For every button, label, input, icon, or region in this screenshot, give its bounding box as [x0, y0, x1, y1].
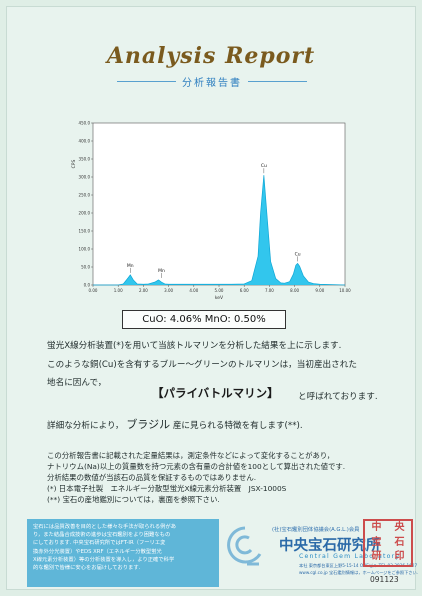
note-line: (**) 宝石の産地鑑別については，裏面を参照下さい.: [47, 495, 220, 504]
cgl-logo-icon: [227, 526, 262, 566]
y-tick-label: 450.0: [79, 121, 91, 126]
body-line-3: 地名に因んで，: [47, 378, 107, 388]
spectrum-line: [93, 175, 346, 286]
y-tick-label: 200.0: [79, 211, 91, 216]
notes-section: この分析報告書に記載された定量結果は，測定条件などによって変化することがあり， …: [47, 450, 397, 505]
org-membership: (社)宝石鑑別団体協議会(A.G.L.)会員: [272, 527, 360, 533]
info-box: 宝石には品質改善を目的とした様々な手法が取られる例があ り，また結晶合成技術の進…: [27, 519, 219, 587]
info-line: X線元素分析装置）等の分析装置を導入し，より正確で科学: [33, 556, 175, 563]
y-tick-label: 300.0: [79, 175, 91, 180]
x-tick-label: 3.00: [164, 288, 173, 293]
info-line: 的な鑑別で皆様に安心をお届けしております.: [33, 565, 141, 572]
serial-number: 091123: [370, 575, 399, 584]
gem-name: 【パライバトルマリン】: [152, 386, 279, 400]
y-tick-label: 250.0: [79, 193, 91, 198]
body-line-4: と呼ばれております.: [298, 392, 378, 402]
body-line-1: 蛍光X線分析装置(*)を用いて当該トルマリンを分析した結果を上に示します.: [47, 341, 342, 351]
seal-char: 研: [371, 551, 382, 563]
x-tick-label: 2.00: [139, 288, 148, 293]
x-axis-label: keV: [215, 295, 224, 301]
info-line: 宝石には品質改善を目的とした様々な手法が取られる例があ: [33, 524, 177, 530]
report-subtitle: 分析報告書: [182, 77, 242, 89]
org-address: 本社 東京都台東区上野5-15-14 ONEビル TEL 03-3836-162…: [299, 563, 418, 568]
note-line: (*) 日本電子社製 エネルギー分散型蛍光X線元素分析装置 JSX-1000S: [47, 484, 287, 493]
y-tick-label: 150.0: [79, 229, 91, 234]
y-tick-label: 400.0: [79, 139, 91, 144]
note-line: ナトリウム(Na)以上の質量数を持つ元素の含有量の合計値を100として算出された…: [47, 462, 346, 471]
org-name-jp: 中央宝石研究所: [279, 538, 381, 554]
divider-line: [117, 80, 176, 82]
y-tick-label: 50.0: [81, 265, 90, 270]
x-tick-label: 0.00: [89, 288, 98, 293]
note-line: この分析報告書に記載された定量結果は，測定条件などによって変化することがあり，: [47, 451, 335, 460]
origin-name: ブラジル: [126, 418, 171, 431]
body-line-5-prefix: 詳細な分析により，: [47, 421, 124, 431]
subtitle-row: 分析報告書: [117, 73, 307, 89]
peak-label: Cu: [261, 163, 267, 169]
peak-label: Mn: [158, 268, 165, 274]
seal-char: 央: [394, 522, 405, 533]
plot-area: [92, 122, 346, 286]
y-tick-label: 350.0: [79, 157, 91, 162]
body-line-2: このような銅(Cu)を含有するブルー～グリーンのトルマリンは，当初産出された: [47, 360, 357, 370]
seal-char: 中: [371, 522, 382, 533]
x-tick-label: 8.00: [290, 288, 299, 293]
peak-label: Mn: [127, 263, 134, 269]
divider-line: [248, 80, 307, 82]
body-line-5: 詳細な分析により， ブラジル 産に見られる特徴を有します(**).: [47, 416, 303, 432]
x-tick-label: 4.00: [189, 288, 198, 293]
y-tick-label: 0.0: [84, 283, 91, 288]
seal-char: 宝: [371, 536, 382, 548]
info-line: にしております. 中央宝石研究所ではFT-IR（フーリエ変: [33, 540, 166, 547]
seal-char: 印: [394, 551, 405, 563]
xrf-spectrum-chart: 0.0 50.0 100.0 150.0 200.0 250.0 300.0 350.0 400…: [67, 115, 359, 305]
org-website: www.cgl.co.jp 宝石鑑別情報は，ホームページをご参照下さい.: [299, 570, 419, 575]
x-tick-label: 7.00: [265, 288, 274, 293]
x-tick-label: 6.00: [240, 288, 249, 293]
info-line: り，また結晶合成技術の進歩は宝石鑑別をより困難なもの: [33, 532, 171, 539]
info-line: 換赤外分光装置）やEDS XRF（エネルギー分散型蛍光: [33, 548, 162, 555]
chart-svg: 0.0 50.0 100.0 150.0 200.0 250.0 300.0 350.0 400…: [71, 121, 351, 302]
y-axis-label: CPS: [71, 160, 77, 169]
seal-char: 石: [394, 536, 405, 548]
report-page: Analysis Report 分析報告書 0.0 50.0 100.0 150.0 2…: [6, 6, 419, 590]
x-tick-label: 10.00: [339, 288, 351, 293]
note-line: 分析結果の数値が当該石の品質を保証するものではありません.: [47, 473, 257, 482]
y-tick-label: 100.0: [79, 247, 91, 252]
peak-label: Cu: [295, 251, 301, 257]
red-seal-stamp: 中 央 宝 石 研 印: [363, 519, 413, 567]
body-line-5-suffix: 産に見られる特徴を有します(**).: [172, 421, 303, 431]
x-tick-label: 1.00: [114, 288, 123, 293]
x-tick-label: 5.00: [215, 288, 224, 293]
result-box: CuO: 4.06% MnO: 0.50%: [122, 310, 286, 329]
report-title: Analysis Report: [106, 43, 316, 69]
x-tick-label: 9.00: [315, 288, 324, 293]
org-name-en: Central Gem Laboratory: [299, 553, 401, 560]
